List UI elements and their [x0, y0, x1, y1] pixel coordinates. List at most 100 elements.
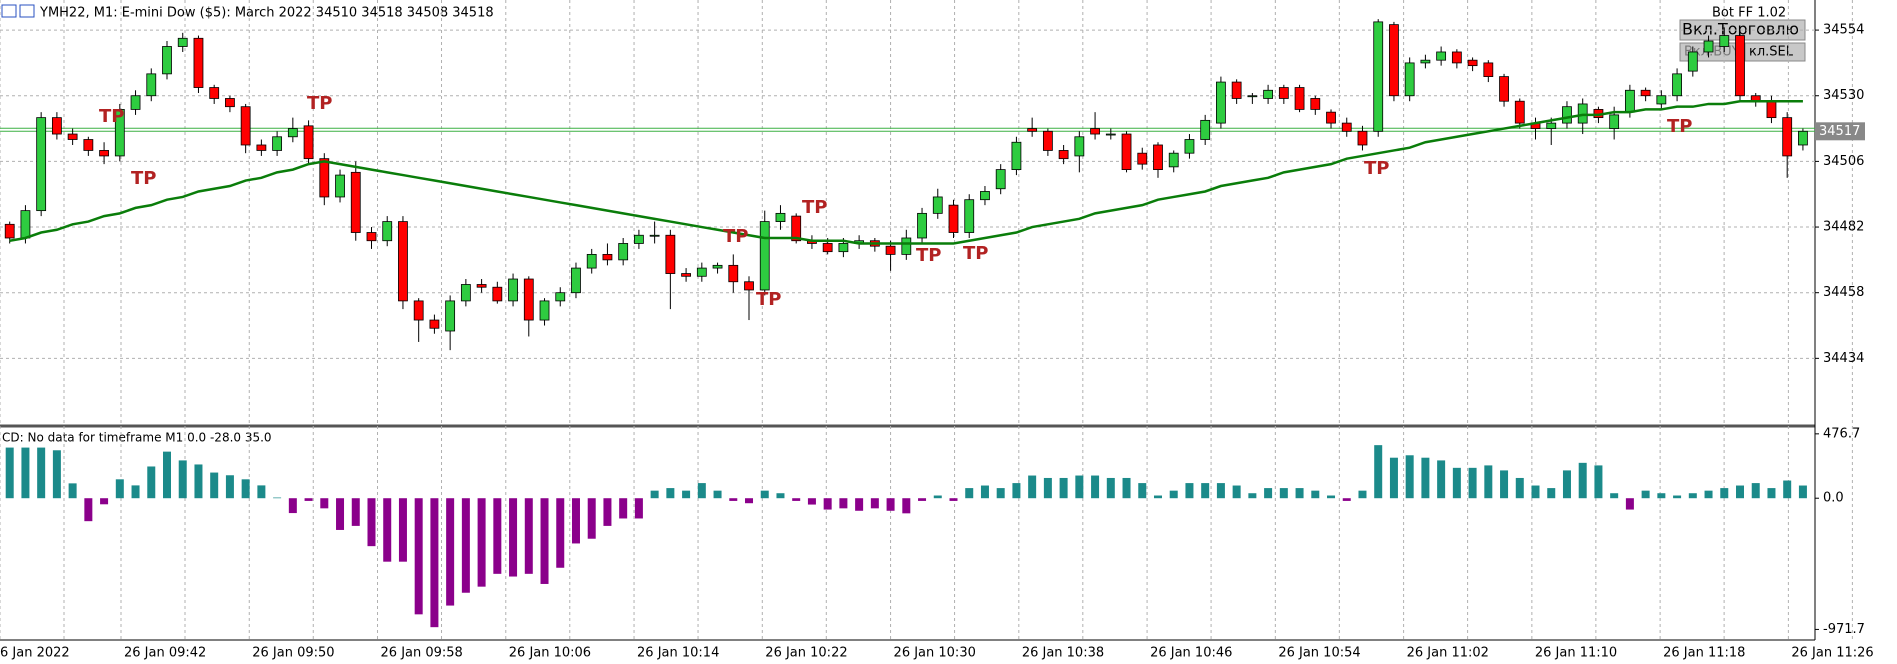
candle-body [602, 253, 613, 261]
histogram-bar [241, 479, 250, 499]
candle-body [1357, 130, 1368, 146]
histogram-bar [1169, 490, 1178, 499]
histogram-bar [84, 498, 93, 522]
button[interactable] [1744, 42, 1806, 62]
tp-label: TP [916, 245, 941, 266]
histogram-bar [540, 498, 549, 584]
candle-body [177, 37, 188, 47]
candle-body [571, 267, 581, 294]
histogram-bar [855, 498, 864, 511]
candle-body [1467, 59, 1478, 67]
histogram-bar [273, 497, 282, 499]
candle-body [1058, 150, 1069, 160]
candle-body [539, 300, 550, 321]
histogram-bar [634, 498, 643, 519]
y-tick-label: 34554 [1823, 23, 1864, 38]
histogram-bar [1295, 488, 1304, 499]
y-tick-label: 34530 [1823, 88, 1864, 103]
tp-label: TP [802, 197, 827, 218]
candle-body [917, 212, 927, 239]
candle-body [272, 136, 283, 151]
histogram-bar [1138, 483, 1147, 499]
histogram-bar [760, 490, 769, 499]
histogram-bar [1736, 485, 1744, 499]
candle-body [20, 210, 31, 239]
histogram-bar [1468, 467, 1477, 499]
histogram-bar [477, 498, 486, 587]
candle-body [1404, 62, 1415, 97]
candle-body [1373, 21, 1384, 132]
histogram-bar [587, 498, 596, 539]
x-tick-label: 26 Jan 11:10 [1535, 646, 1617, 661]
histogram-bar [1374, 445, 1383, 499]
candle-body [429, 319, 440, 329]
candle-body [1168, 152, 1179, 168]
histogram-bar [650, 490, 659, 499]
histogram-bar [1625, 498, 1634, 510]
candle-body [335, 174, 345, 198]
candle-body [1278, 87, 1289, 99]
button-label[interactable]: Вкл.Торговлю [1682, 20, 1799, 39]
histogram-bar [1012, 483, 1021, 499]
candle-body [1231, 81, 1242, 99]
candle-body [130, 95, 141, 110]
candle-body [146, 73, 157, 97]
histogram-bar [1122, 477, 1131, 499]
candle-body [1200, 119, 1211, 140]
tp-label: TP [723, 226, 748, 247]
histogram-bar [1767, 488, 1776, 499]
histogram-bar [1248, 493, 1257, 499]
candle-body [995, 169, 1006, 190]
tp-label: TP [963, 243, 988, 264]
histogram-bar [823, 498, 832, 510]
histogram-bar [1531, 485, 1540, 499]
histogram-bar [980, 485, 989, 499]
candle-body [319, 158, 330, 198]
histogram-bar [257, 485, 266, 499]
candle-body [1782, 117, 1793, 157]
x-tick-label: 26 Jan 10:38 [1022, 646, 1104, 661]
candle-body [398, 221, 408, 302]
candle-body [1042, 130, 1053, 151]
candle-body [586, 253, 597, 269]
button-label[interactable]: кл.SEL [1749, 45, 1794, 60]
histogram-bar [1484, 465, 1493, 499]
candle-body [759, 221, 770, 291]
candle-body [838, 243, 849, 253]
histogram-bar [52, 450, 61, 499]
x-tick-label: 26 Jan 10:46 [1150, 646, 1232, 661]
candle-body [1483, 62, 1494, 77]
histogram-bar [1311, 490, 1320, 499]
x-tick-label: 26 Jan 09:42 [124, 646, 206, 661]
candle-body [1640, 89, 1651, 97]
x-tick-label: 26 Jan 11:02 [1407, 646, 1489, 661]
candle-body [1121, 133, 1132, 171]
candle-body [681, 273, 691, 277]
candle-body [1562, 106, 1572, 124]
histogram-bar [1327, 495, 1336, 499]
histogram-bar [776, 493, 785, 499]
histogram-bar [1673, 495, 1682, 499]
candle-body [1216, 81, 1226, 124]
candle-body [209, 87, 220, 99]
candle-body [1798, 130, 1808, 146]
histogram-bar [556, 498, 565, 568]
histogram-bar [619, 498, 628, 519]
histogram-bar [1500, 470, 1509, 499]
candle-body [476, 284, 487, 288]
candle-body [1247, 95, 1258, 98]
x-tick-label: 6 Jan 2022 [0, 646, 70, 661]
candle-body [822, 243, 833, 253]
candle-body [99, 150, 109, 157]
histogram-bar [178, 460, 187, 499]
histogram-bar [1704, 490, 1713, 499]
candle-body [1310, 98, 1321, 110]
tp-label: TP [99, 106, 124, 127]
candle-body [1389, 24, 1399, 97]
histogram-bar [1153, 495, 1162, 499]
candle-body [1326, 111, 1336, 124]
histogram-bar [147, 466, 156, 499]
histogram-bar [1075, 475, 1084, 499]
histogram-bar [1720, 488, 1729, 499]
